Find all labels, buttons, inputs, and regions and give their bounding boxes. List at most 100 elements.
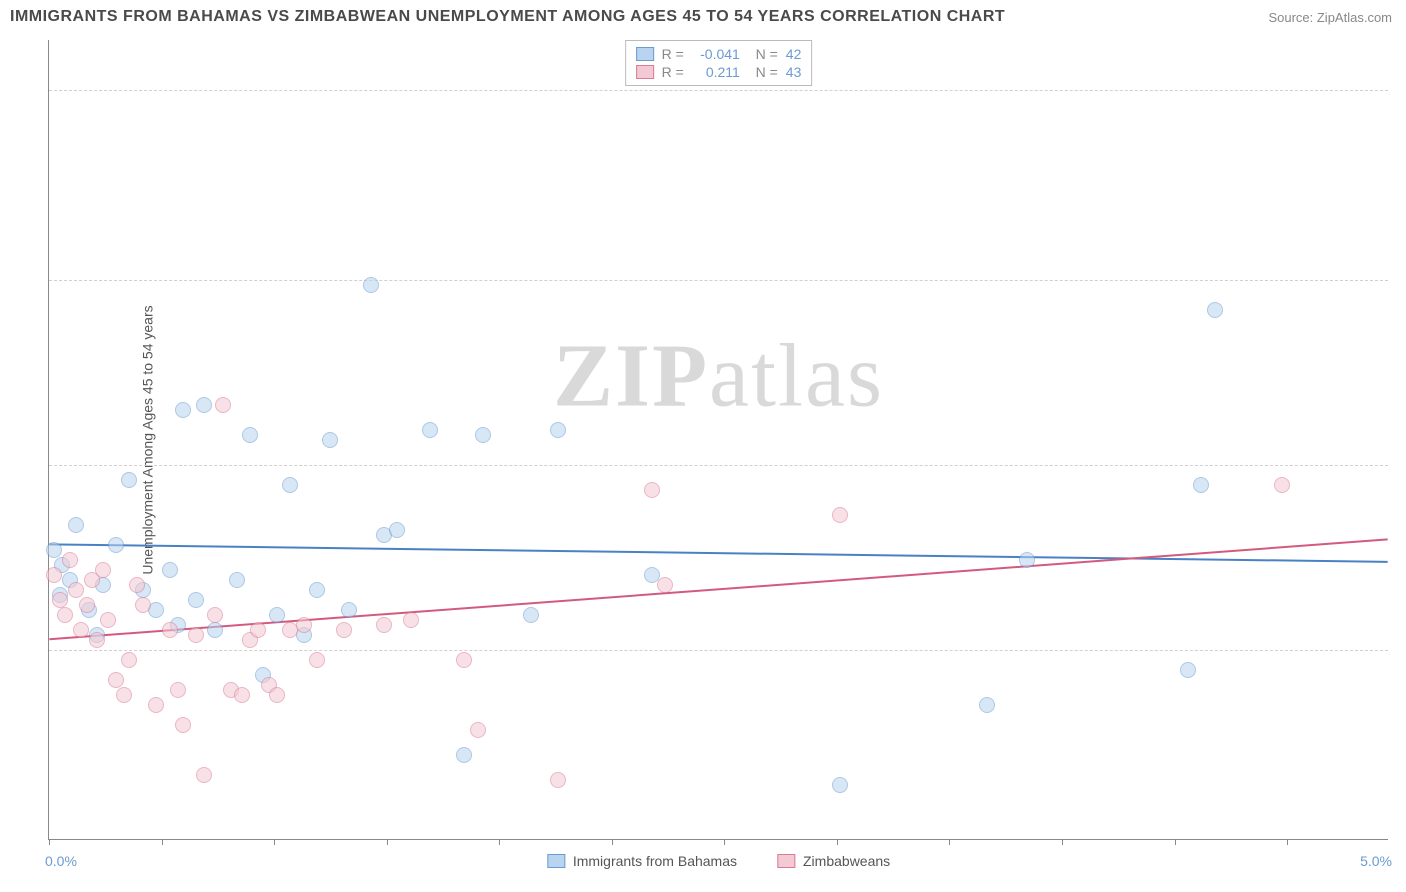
data-point	[550, 422, 566, 438]
y-tick-label: 7.5%	[1396, 457, 1406, 473]
data-point	[175, 402, 191, 418]
data-point	[215, 397, 231, 413]
bottom-swatch-1	[547, 854, 565, 868]
data-point	[95, 562, 111, 578]
data-point	[550, 772, 566, 788]
data-point	[341, 602, 357, 618]
data-point	[207, 607, 223, 623]
legend-n-value-1: 42	[786, 46, 802, 62]
data-point	[68, 582, 84, 598]
data-point	[336, 622, 352, 638]
data-point	[403, 612, 419, 628]
legend-n-label: N =	[748, 64, 778, 80]
gridline	[49, 90, 1388, 91]
watermark: ZIPatlas	[553, 324, 884, 427]
data-point	[234, 687, 250, 703]
data-point	[1180, 662, 1196, 678]
data-point	[644, 482, 660, 498]
watermark-bold: ZIP	[553, 326, 709, 425]
data-point	[657, 577, 673, 593]
bottom-legend-label-2: Zimbabweans	[803, 853, 890, 869]
legend-row-series-1: R = -0.041 N = 42	[636, 45, 802, 63]
x-axis-min-label: 0.0%	[45, 853, 77, 869]
data-point	[363, 277, 379, 293]
data-point	[456, 652, 472, 668]
legend-r-label: R =	[662, 46, 684, 62]
data-point	[475, 427, 491, 443]
data-point	[46, 542, 62, 558]
data-point	[135, 597, 151, 613]
chart-title: IMMIGRANTS FROM BAHAMAS VS ZIMBABWEAN UN…	[10, 8, 1005, 26]
watermark-rest: atlas	[709, 326, 884, 425]
correlation-legend: R = -0.041 N = 42 R = 0.211 N = 43	[625, 40, 813, 86]
x-tick	[274, 839, 275, 845]
data-point	[296, 617, 312, 633]
trend-line	[49, 539, 1387, 639]
data-point	[196, 397, 212, 413]
data-point	[52, 592, 68, 608]
data-point	[309, 582, 325, 598]
data-point	[116, 687, 132, 703]
data-point	[129, 577, 145, 593]
data-point	[73, 622, 89, 638]
data-point	[108, 537, 124, 553]
data-point	[322, 432, 338, 448]
y-tick-label: 3.8%	[1396, 642, 1406, 658]
data-point	[282, 477, 298, 493]
x-tick	[949, 839, 950, 845]
data-point	[422, 422, 438, 438]
bottom-swatch-2	[777, 854, 795, 868]
bottom-legend-label-1: Immigrants from Bahamas	[573, 853, 737, 869]
data-point	[229, 572, 245, 588]
source-attribution: Source: ZipAtlas.com	[1268, 10, 1392, 25]
x-tick	[499, 839, 500, 845]
data-point	[162, 562, 178, 578]
data-point	[100, 612, 116, 628]
legend-row-series-2: R = 0.211 N = 43	[636, 63, 802, 81]
data-point	[170, 682, 186, 698]
data-point	[162, 622, 178, 638]
legend-n-value-2: 43	[786, 64, 802, 80]
x-tick	[387, 839, 388, 845]
data-point	[832, 777, 848, 793]
x-tick	[1175, 839, 1176, 845]
legend-r-value-1: -0.041	[692, 46, 740, 62]
legend-r-value-2: 0.211	[692, 64, 740, 80]
gridline	[49, 650, 1388, 651]
swatch-series-2	[636, 65, 654, 79]
data-point	[832, 507, 848, 523]
data-point	[470, 722, 486, 738]
data-point	[79, 597, 95, 613]
data-point	[1193, 477, 1209, 493]
y-tick-label: 11.2%	[1396, 272, 1406, 288]
data-point	[196, 767, 212, 783]
bottom-legend-item-2: Zimbabweans	[777, 853, 890, 869]
legend-n-label: N =	[748, 46, 778, 62]
data-point	[242, 427, 258, 443]
data-point	[389, 522, 405, 538]
x-tick	[49, 839, 50, 845]
data-point	[121, 652, 137, 668]
x-tick	[724, 839, 725, 845]
data-point	[979, 697, 995, 713]
data-point	[456, 747, 472, 763]
x-tick	[1287, 839, 1288, 845]
swatch-series-1	[636, 47, 654, 61]
data-point	[269, 687, 285, 703]
plot-area: ZIPatlas Unemployment Among Ages 45 to 5…	[48, 40, 1388, 840]
data-point	[188, 627, 204, 643]
y-tick-label: 15.0%	[1396, 82, 1406, 98]
data-point	[57, 607, 73, 623]
gridline	[49, 465, 1388, 466]
data-point	[1207, 302, 1223, 318]
data-point	[1274, 477, 1290, 493]
data-point	[376, 617, 392, 633]
x-tick	[162, 839, 163, 845]
x-tick	[837, 839, 838, 845]
y-axis-title: Unemployment Among Ages 45 to 54 years	[140, 305, 156, 574]
bottom-legend-item-1: Immigrants from Bahamas	[547, 853, 737, 869]
data-point	[108, 672, 124, 688]
data-point	[175, 717, 191, 733]
data-point	[207, 622, 223, 638]
data-point	[46, 567, 62, 583]
